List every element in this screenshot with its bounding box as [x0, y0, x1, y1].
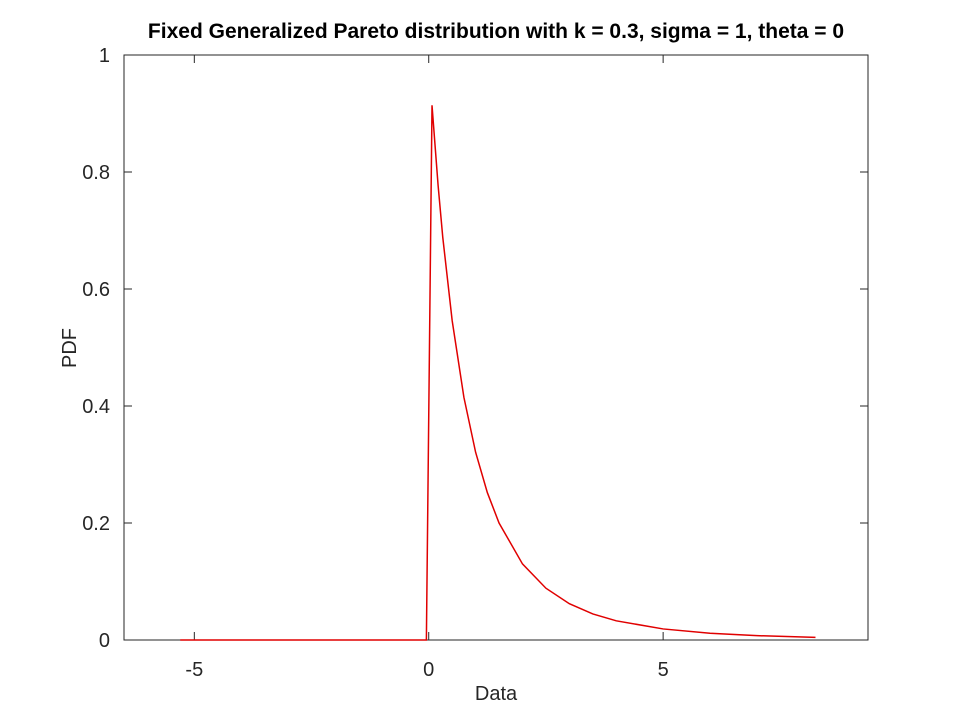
x-axis-label: Data [475, 683, 518, 705]
plot-area [123, 54, 869, 641]
x-tick-label: 0 [423, 659, 434, 681]
x-tick-label: 5 [658, 659, 669, 681]
chart-title: Fixed Generalized Pareto distribution wi… [148, 20, 844, 43]
y-tick-label: 0.2 [82, 513, 110, 535]
y-tick-label: 0 [99, 630, 110, 652]
data-line [180, 105, 816, 641]
y-tick-label: 0.4 [82, 396, 110, 418]
y-tick-label: 0.8 [82, 162, 110, 184]
x-tick-label: -5 [185, 659, 203, 681]
y-tick-label: 1 [99, 45, 110, 67]
y-axis-label: PDF [59, 328, 81, 368]
y-tick-label: 0.6 [82, 279, 110, 301]
